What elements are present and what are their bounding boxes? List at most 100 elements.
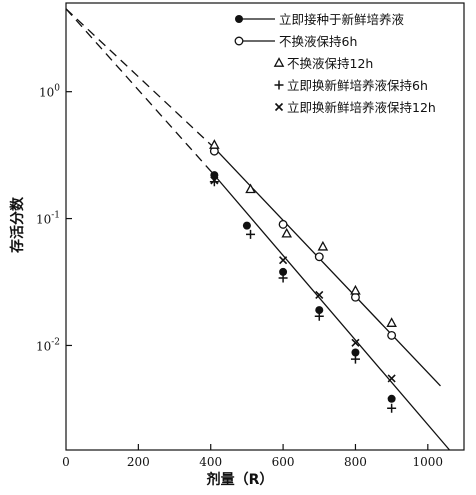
data-point-s4-1 [209, 177, 219, 187]
fit-line-dashed-2 [65, 8, 215, 149]
y-tick-label-3: 10-2 [36, 337, 60, 353]
x-tick-label-3: 400 [199, 455, 222, 469]
plus-icon [350, 354, 360, 364]
filled-circle-icon [235, 15, 243, 23]
data-point-s5-3 [315, 290, 324, 300]
legend-entry-4: 立即换新鲜培养液保持6h [274, 78, 428, 93]
legend-marker-3 [273, 57, 285, 67]
filled-circle-icon [351, 348, 360, 357]
plus-icon [274, 80, 284, 90]
x-tick-label-6: 1000 [413, 455, 444, 469]
legend-entry-5: 立即换新鲜培养液保持12h [274, 100, 436, 115]
plus-icon [246, 229, 256, 239]
data-point-s5-4 [351, 338, 360, 347]
data-point-s4-6 [387, 403, 397, 413]
x-axis-label: 剂量（R） [207, 471, 274, 488]
legend-marker-5 [274, 102, 284, 112]
legend-entry-2: 不换液保持6h [234, 34, 357, 49]
plot-border [65, 2, 465, 451]
fit-lines [65, 8, 451, 451]
filled-circle-icon [279, 267, 288, 276]
legend-marker-4 [274, 80, 284, 90]
fit-line-dashed-1 [65, 8, 215, 176]
data-point-s5-5 [387, 374, 396, 383]
data-points [209, 139, 397, 413]
data-point-s1-6 [387, 394, 396, 403]
data-point-s3-3 [281, 227, 293, 238]
triangle-icon [209, 139, 220, 149]
data-point-s3-5 [350, 284, 361, 295]
y-tick-label-2: 10-1 [36, 211, 60, 227]
plot-frame [65, 2, 465, 451]
plus-icon [209, 177, 219, 187]
data-point-s5-1 [210, 176, 219, 185]
triangle-icon [245, 183, 256, 194]
data-point-s1-4 [315, 306, 324, 315]
legend-entry-1: 立即接种于新鲜培养液 [235, 12, 405, 27]
y-axis-label: 存活分数 [9, 196, 26, 253]
data-point-s1-2 [242, 221, 251, 230]
data-point-s2-2 [278, 219, 288, 229]
filled-circle-icon [242, 221, 251, 230]
data-point-s3-1 [209, 139, 220, 149]
triangle-icon [273, 57, 285, 67]
filled-circle-icon [315, 306, 324, 315]
filled-circle-icon [387, 394, 396, 403]
data-point-s3-2 [245, 183, 256, 194]
x-tick-label-4: 600 [272, 455, 295, 469]
y-tick-exponent: -1 [51, 211, 60, 221]
cross-icon [210, 176, 219, 185]
cross-icon [274, 102, 284, 112]
fit-line-solid-2 [213, 147, 441, 387]
plus-icon [314, 311, 324, 321]
data-point-s4-2 [246, 229, 256, 239]
cross-icon [315, 290, 324, 300]
legend-label-2: 不换液保持6h [279, 34, 357, 49]
legend-marker-2 [234, 36, 244, 46]
y-tick-label-1: 100 [39, 84, 60, 100]
data-point-s1-3 [279, 267, 288, 276]
triangle-icon [317, 240, 329, 251]
open-circle-icon [234, 36, 244, 46]
triangle-icon [386, 317, 397, 327]
data-point-s1-1 [210, 171, 219, 180]
plus-icon [278, 273, 288, 283]
y-tick-base: 10 [36, 213, 51, 227]
open-circle-icon [387, 330, 397, 340]
data-point-s4-5 [350, 354, 360, 364]
data-point-s4-4 [314, 311, 324, 321]
legend-label-5: 立即换新鲜培养液保持12h [287, 100, 436, 115]
plus-icon [387, 403, 397, 413]
y-tick-base: 10 [39, 86, 54, 100]
x-tick-label-1: 0 [62, 455, 70, 469]
data-point-s2-5 [387, 330, 397, 340]
data-point-s3-6 [386, 317, 397, 327]
data-point-s3-4 [317, 240, 329, 251]
cross-icon [351, 338, 360, 347]
x-tick-label-5: 800 [344, 455, 367, 469]
legend-marker-1 [235, 15, 243, 23]
legend-label-3: 不换液保持12h [287, 56, 373, 71]
legend-entry-3: 不换液保持12h [273, 56, 373, 71]
filled-circle-icon [210, 171, 219, 180]
x-tick-label-2: 200 [127, 455, 150, 469]
fit-line-solid-1 [213, 174, 451, 451]
legend-label-4: 立即换新鲜培养液保持6h [287, 78, 428, 93]
open-circle-icon [314, 252, 324, 262]
legend-label-1: 立即接种于新鲜培养液 [279, 12, 405, 27]
y-tick-base: 10 [36, 339, 51, 353]
triangle-icon [281, 227, 293, 238]
open-circle-icon [278, 219, 288, 229]
data-point-s5-2 [279, 256, 288, 265]
data-point-s4-3 [278, 273, 288, 283]
cross-icon [387, 374, 396, 383]
triangle-icon [350, 284, 361, 295]
data-point-s1-5 [351, 348, 360, 357]
y-tick-exponent: -2 [51, 337, 60, 347]
data-point-s2-3 [314, 252, 324, 262]
cross-icon [279, 256, 288, 265]
y-tick-exponent: 0 [54, 84, 60, 94]
